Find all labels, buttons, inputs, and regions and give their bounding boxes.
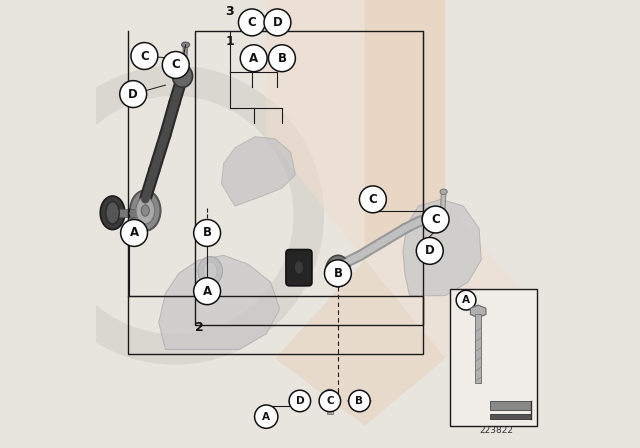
Circle shape: [120, 220, 147, 246]
Circle shape: [289, 390, 310, 412]
Ellipse shape: [204, 262, 217, 280]
Text: A: A: [129, 226, 139, 240]
Text: C: C: [248, 16, 256, 29]
Circle shape: [422, 206, 449, 233]
Ellipse shape: [422, 208, 440, 227]
Text: C: C: [172, 58, 180, 72]
Bar: [113, 209, 145, 217]
Circle shape: [354, 396, 365, 406]
Polygon shape: [266, 0, 365, 260]
Circle shape: [360, 186, 387, 213]
Circle shape: [295, 396, 305, 405]
Text: D: D: [128, 87, 138, 101]
Polygon shape: [365, 202, 522, 358]
Polygon shape: [365, 0, 445, 260]
Bar: [490, 401, 531, 410]
Ellipse shape: [182, 42, 189, 47]
Circle shape: [255, 405, 278, 428]
Text: B: B: [333, 267, 342, 280]
Polygon shape: [348, 392, 371, 409]
Ellipse shape: [141, 205, 149, 216]
Ellipse shape: [106, 202, 119, 224]
Circle shape: [269, 45, 295, 72]
Bar: [450, 289, 538, 426]
Circle shape: [131, 43, 158, 69]
Text: C: C: [326, 396, 333, 406]
Ellipse shape: [440, 189, 447, 194]
Polygon shape: [403, 199, 481, 296]
Text: A: A: [202, 284, 212, 298]
Text: B: B: [203, 226, 212, 240]
Ellipse shape: [136, 197, 155, 224]
Bar: [195, 31, 423, 325]
Text: C: C: [431, 213, 440, 226]
Circle shape: [163, 52, 189, 78]
Ellipse shape: [326, 255, 350, 287]
Ellipse shape: [335, 267, 340, 275]
Circle shape: [456, 290, 476, 310]
Circle shape: [324, 389, 336, 402]
Text: 2: 2: [195, 320, 204, 334]
Text: A: A: [262, 412, 270, 422]
Text: A: A: [249, 52, 259, 65]
Ellipse shape: [294, 261, 303, 274]
Circle shape: [194, 220, 221, 246]
Polygon shape: [275, 260, 445, 426]
Text: C: C: [369, 193, 377, 206]
Ellipse shape: [331, 261, 345, 281]
Bar: [327, 396, 333, 414]
Circle shape: [239, 9, 266, 36]
Circle shape: [417, 237, 443, 264]
Circle shape: [349, 390, 370, 412]
Circle shape: [264, 9, 291, 36]
Text: D: D: [273, 16, 282, 29]
Polygon shape: [289, 393, 310, 409]
Circle shape: [324, 260, 351, 287]
Ellipse shape: [130, 190, 161, 231]
Ellipse shape: [100, 196, 125, 229]
Ellipse shape: [436, 212, 446, 225]
Bar: [490, 414, 531, 419]
Text: 3: 3: [225, 4, 234, 18]
Text: 223822: 223822: [479, 426, 513, 435]
Text: D: D: [296, 396, 304, 406]
Circle shape: [120, 81, 147, 108]
Text: 1: 1: [225, 34, 234, 48]
Circle shape: [194, 278, 221, 305]
Ellipse shape: [172, 65, 193, 87]
Text: B: B: [355, 396, 364, 406]
Text: B: B: [277, 52, 287, 65]
FancyBboxPatch shape: [286, 250, 312, 286]
Text: C: C: [140, 49, 148, 63]
Bar: [128, 296, 423, 354]
Ellipse shape: [198, 256, 223, 286]
Polygon shape: [221, 137, 296, 206]
Text: A: A: [462, 295, 470, 305]
Circle shape: [240, 45, 267, 72]
Polygon shape: [470, 305, 486, 318]
Circle shape: [319, 390, 340, 412]
Text: D: D: [425, 244, 435, 258]
Bar: [475, 314, 481, 383]
Polygon shape: [159, 255, 280, 349]
